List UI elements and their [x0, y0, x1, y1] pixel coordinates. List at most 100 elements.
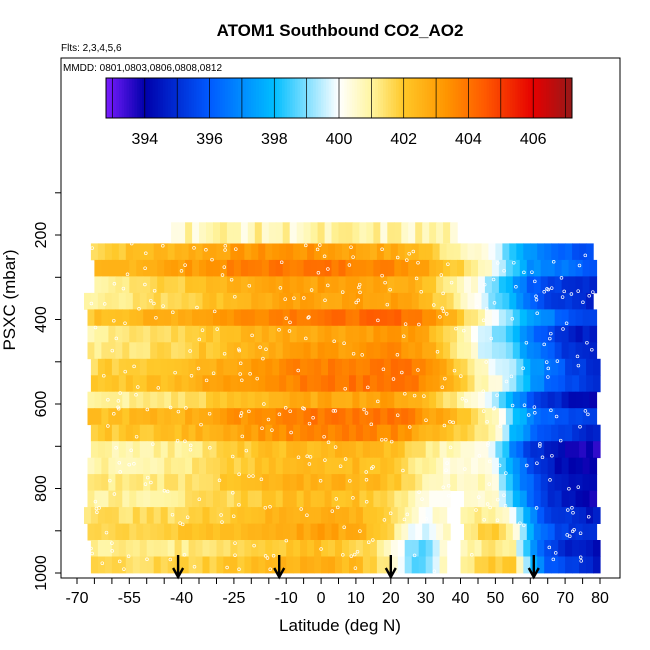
heatmap-cell — [240, 457, 249, 475]
sample-dot — [486, 443, 490, 447]
heatmap-cell — [261, 523, 270, 541]
colorbar-swatch — [235, 78, 239, 118]
heatmap-cell — [474, 441, 483, 459]
heatmap-cell — [380, 276, 388, 294]
heatmap-cell — [122, 391, 130, 409]
heatmap-cell — [373, 523, 381, 541]
heatmap-cell — [185, 276, 193, 294]
heatmap-cell — [90, 292, 99, 310]
heatmap-cell — [293, 507, 301, 524]
colorbar-swatch — [364, 78, 368, 118]
heatmap-cell — [589, 342, 598, 360]
heatmap-cell — [408, 474, 416, 491]
sample-dot — [252, 543, 256, 548]
sample-dot — [145, 407, 150, 412]
heatmap-cell — [240, 523, 249, 541]
sample-dot — [308, 455, 313, 459]
sample-dot — [149, 480, 153, 485]
sample-dot — [567, 486, 571, 491]
heatmap-cell — [540, 276, 549, 294]
heatmap-cell — [153, 243, 162, 261]
sample-dot — [175, 438, 180, 443]
heatmap-cell — [495, 507, 503, 524]
heatmap-cell — [425, 424, 434, 442]
heatmap-cell — [192, 457, 200, 475]
heatmap-cell — [132, 424, 141, 442]
heatmap-cell — [359, 391, 367, 409]
heatmap-cell — [258, 375, 266, 393]
heatmap-cell — [268, 474, 277, 491]
heatmap-cell — [561, 342, 570, 360]
heatmap-cell — [443, 474, 451, 491]
heatmap-cell — [101, 325, 109, 343]
heatmap-cell — [223, 424, 231, 442]
heatmap-cell — [439, 540, 448, 557]
heatmap-cell — [530, 375, 538, 393]
heatmap-cell — [185, 222, 193, 244]
heatmap-cell — [383, 375, 392, 393]
sample-dot — [482, 517, 486, 522]
heatmap-cell — [286, 292, 294, 310]
sample-dot — [112, 282, 117, 286]
heatmap-cell — [429, 325, 437, 343]
colorbar-swatch — [263, 78, 267, 118]
sample-dot — [364, 470, 368, 474]
heatmap-cell — [345, 391, 354, 409]
heatmap-cell — [331, 342, 340, 360]
sample-dot — [481, 409, 486, 413]
heatmap-cell — [185, 408, 193, 426]
colorbar-swatch — [504, 78, 508, 118]
sample-dot — [538, 444, 542, 448]
heatmap-cell — [160, 556, 169, 574]
heatmap-cell — [537, 375, 545, 393]
heatmap-cell — [502, 507, 510, 524]
sample-dot — [583, 253, 588, 258]
heatmap-cell — [561, 309, 570, 327]
heatmap-cell — [94, 457, 102, 475]
x-tick-label: -40 — [170, 590, 193, 607]
sample-dot — [547, 545, 552, 550]
heatmap-cell — [338, 342, 347, 360]
heatmap-cell — [373, 276, 381, 294]
heatmap-cell — [425, 556, 434, 574]
colorbar-tick-label: 406 — [520, 131, 547, 148]
heatmap-cell — [547, 309, 556, 327]
heatmap-cell — [328, 243, 336, 261]
heatmap-cell — [523, 358, 531, 376]
heatmap-cell — [418, 540, 427, 557]
heatmap-cell — [104, 358, 113, 376]
heatmap-cell — [579, 540, 587, 557]
heatmap-cell — [174, 358, 183, 376]
heatmap-cell — [471, 342, 479, 360]
sample-dot — [102, 302, 107, 306]
heatmap-cell — [303, 325, 312, 343]
colorbar-swatch — [113, 78, 117, 118]
heatmap-cell — [383, 358, 392, 376]
heatmap-cell — [575, 276, 584, 294]
heatmap-cell — [439, 375, 448, 393]
heatmap-cell — [519, 276, 528, 294]
heatmap-cell — [411, 358, 420, 376]
heatmap-cell — [307, 358, 315, 376]
heatmap-cell — [397, 441, 406, 459]
sample-dot — [263, 554, 268, 558]
sample-dot — [106, 424, 110, 428]
sample-dot — [326, 267, 330, 271]
heatmap-cell — [97, 375, 106, 393]
heatmap-cell — [118, 507, 127, 524]
heatmap-cell — [575, 309, 584, 327]
heatmap-cell — [268, 391, 277, 409]
sample-dot — [444, 312, 449, 316]
colorbar-swatch — [289, 78, 293, 118]
heatmap-cell — [171, 408, 179, 426]
heatmap-cell — [355, 540, 364, 557]
sample-dot — [400, 370, 404, 375]
heatmap-cell — [540, 325, 549, 343]
sample-dot — [477, 454, 482, 458]
heatmap-cell — [143, 391, 151, 409]
heatmap-cell — [345, 457, 354, 475]
heatmap-cell — [286, 358, 294, 376]
heatmap-cell — [369, 243, 378, 261]
heatmap-cell — [429, 457, 437, 475]
heatmap-cell — [457, 259, 465, 277]
